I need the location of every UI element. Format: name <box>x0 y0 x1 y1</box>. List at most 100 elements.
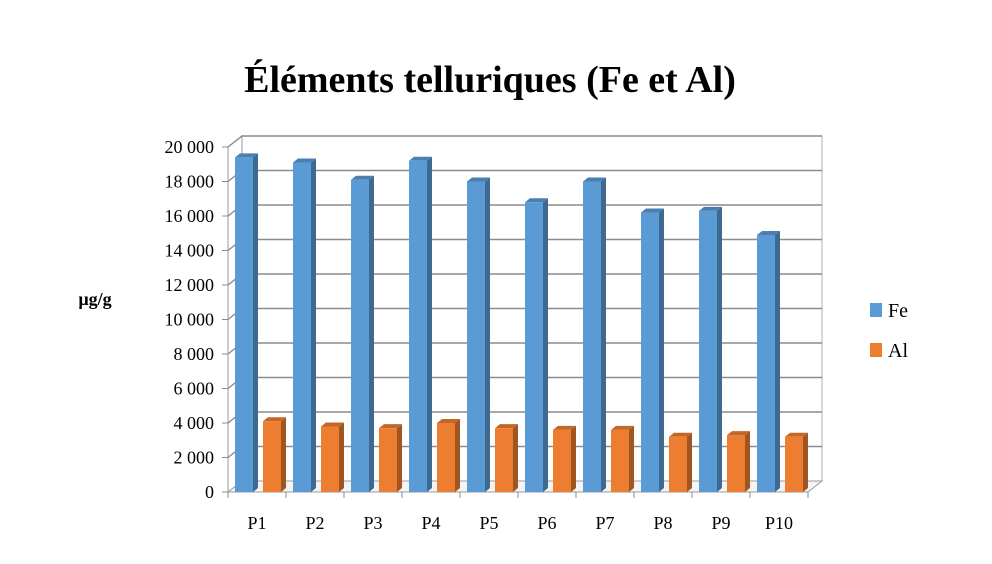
bar-top <box>669 432 692 437</box>
bar-al-p3 <box>379 424 402 492</box>
bar-top <box>785 432 808 437</box>
y-tick-label: 18 000 <box>165 172 215 192</box>
y-tick-label: 4 000 <box>174 413 215 433</box>
bar-side <box>571 425 576 492</box>
bar-front <box>583 181 601 492</box>
bar-front <box>321 426 339 492</box>
y-tick-label: 6 000 <box>174 379 215 399</box>
bar-top <box>437 419 460 423</box>
bar-fe-p2 <box>293 158 316 492</box>
bar-side <box>485 177 490 492</box>
bar-top <box>525 198 548 203</box>
bar-side <box>629 425 634 492</box>
bar-fe-p1 <box>235 153 258 492</box>
bar-side <box>543 198 548 492</box>
bar-top <box>351 175 374 180</box>
bar-front <box>785 436 803 492</box>
bar-al-p10 <box>785 432 808 492</box>
bar-side <box>513 424 518 492</box>
bar-top <box>467 177 490 182</box>
bar-side <box>339 422 344 492</box>
x-tick-label: P3 <box>363 513 382 533</box>
chart-title: Éléments telluriques (Fe et Al) <box>244 59 736 101</box>
bar-fe-p10 <box>757 230 780 492</box>
bar-side <box>455 419 460 492</box>
legend-item-fe: Fe <box>870 300 908 322</box>
bar-top <box>321 422 344 427</box>
bar-top <box>611 425 634 430</box>
bar-top <box>263 417 286 422</box>
x-tick-label: P2 <box>305 513 324 533</box>
bar-top <box>757 230 780 235</box>
bar-front <box>727 435 745 492</box>
bar-top <box>727 431 750 436</box>
bar-side <box>253 153 258 492</box>
x-tick-label: P1 <box>247 513 266 533</box>
bar-top <box>409 156 432 161</box>
y-axis-ticks: 0 2 000 4 000 6 000 8 000 10 000 12 000 14 000 1… <box>165 137 809 502</box>
bar-fe-p9 <box>699 206 722 492</box>
legend-item-al: Al <box>870 340 908 362</box>
bar-top <box>583 177 606 182</box>
bar-top <box>379 424 402 429</box>
bar-al-p5 <box>495 424 518 492</box>
bar-side <box>745 431 750 492</box>
y-tick-label: 0 <box>205 482 214 502</box>
bar-front <box>553 429 571 492</box>
bar-side <box>803 432 808 492</box>
y-tick-label: 14 000 <box>165 241 215 261</box>
bar-front <box>351 179 369 492</box>
y-axis-label: µg/g <box>78 289 111 309</box>
y-tick-label: 16 000 <box>165 206 215 226</box>
y-tick-label: 12 000 <box>165 275 215 295</box>
bar-side <box>775 230 780 492</box>
bar-side <box>281 417 286 492</box>
bar-front <box>467 181 485 492</box>
bar-side <box>397 424 402 492</box>
bar-front <box>293 162 311 492</box>
x-tick-label: P7 <box>595 513 614 533</box>
bar-front <box>379 428 397 492</box>
bar-front <box>699 210 717 492</box>
bar-fe-p4 <box>409 156 432 493</box>
bar-front <box>409 160 427 493</box>
bar-side <box>687 432 692 492</box>
x-tick-label: P9 <box>711 513 730 533</box>
legend-label: Al <box>888 340 908 362</box>
x-tick-label: P8 <box>653 513 672 533</box>
bar-top <box>293 158 316 163</box>
bar-side <box>659 208 664 493</box>
bar-fe-p3 <box>351 175 374 492</box>
y-tick-label: 20 000 <box>165 137 215 157</box>
bar-top <box>495 424 518 429</box>
bar-fe-p5 <box>467 177 490 492</box>
bar-al-p6 <box>553 425 576 492</box>
bar-al-p1 <box>263 417 286 492</box>
bar-al-p7 <box>611 425 634 492</box>
bar-side <box>427 156 432 493</box>
bar-front <box>525 202 543 492</box>
bar-fe-p8 <box>641 208 664 493</box>
bar-side <box>717 206 722 492</box>
legend-swatch <box>870 303 882 317</box>
x-tick-label: P10 <box>765 513 793 533</box>
x-axis-labels: P1 P2 P3 P4 P5 P6 P7 P8 P9 P10 <box>247 513 793 533</box>
bar-top <box>641 208 664 213</box>
bar-front <box>611 429 629 492</box>
bar-al-p8 <box>669 432 692 492</box>
bar-front <box>669 436 687 492</box>
bar-al-p2 <box>321 422 344 492</box>
bar-top <box>553 425 576 430</box>
bars <box>235 153 808 493</box>
legend: Fe Al <box>870 300 908 362</box>
bar-front <box>263 421 281 492</box>
bar-top <box>699 206 722 211</box>
bar-al-p4 <box>437 419 460 492</box>
y-tick-label: 8 000 <box>174 344 215 364</box>
legend-label: Fe <box>888 300 908 322</box>
legend-swatch <box>870 343 882 357</box>
x-tick-label: P5 <box>479 513 498 533</box>
bar-front <box>235 157 253 492</box>
bar-front <box>641 212 659 493</box>
